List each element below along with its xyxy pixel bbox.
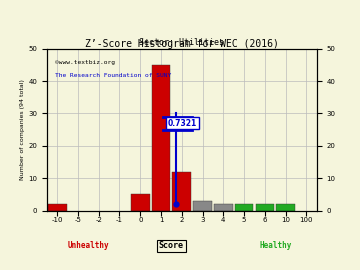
Text: ©www.textbiz.org: ©www.textbiz.org	[55, 60, 115, 65]
Bar	[256, 204, 274, 211]
Y-axis label: Number of companies (94 total): Number of companies (94 total)	[20, 79, 25, 180]
Bar	[235, 204, 253, 211]
Bar	[48, 204, 67, 211]
Text: Unhealthy: Unhealthy	[68, 241, 109, 250]
Text: 0.7321: 0.7321	[168, 119, 197, 128]
Bar	[172, 172, 191, 211]
Text: The Research Foundation of SUNY: The Research Foundation of SUNY	[55, 73, 171, 78]
Text: Score: Score	[159, 241, 184, 250]
Bar	[152, 65, 170, 211]
Bar	[214, 204, 233, 211]
Bar	[193, 201, 212, 211]
Bar	[131, 194, 150, 211]
Text: Sector: Utilities: Sector: Utilities	[139, 38, 224, 47]
Title: Z’-Score Histogram for WEC (2016): Z’-Score Histogram for WEC (2016)	[85, 39, 279, 49]
Bar	[276, 204, 295, 211]
Text: Healthy: Healthy	[259, 241, 292, 250]
